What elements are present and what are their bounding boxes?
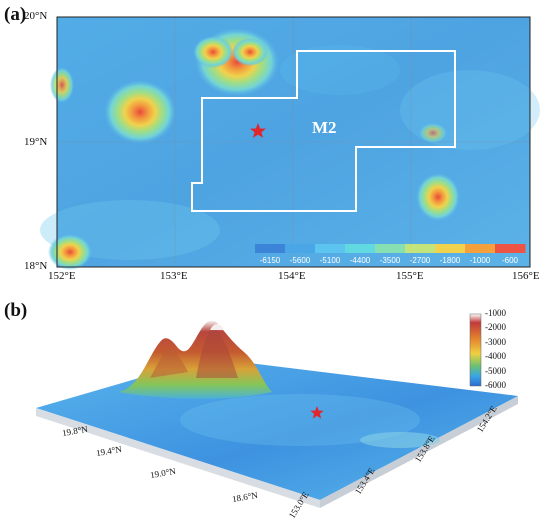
star-marker-a	[250, 123, 266, 138]
colorbar-b-tick-label: -3000	[485, 336, 506, 347]
colorbar-a-segment	[345, 244, 376, 253]
lon-tick-155e: 155°E	[396, 270, 424, 282]
colorbar-b-tick-label: -5000	[485, 365, 506, 376]
colorbar-a: -6150 -5600 -5100 -4400 -3500 -2700 -1800 -1000…	[255, 244, 526, 265]
seamount-southeast	[416, 173, 460, 221]
colorbar-a-tick-label: -1000	[470, 256, 491, 265]
colorbar-a-segment	[315, 244, 346, 253]
surface-front-right-wall	[320, 396, 518, 508]
colorbar-b	[469, 313, 482, 387]
surface-front-left-wall	[36, 408, 320, 508]
colorbar-b-tick-label: -1000	[485, 308, 506, 318]
colorbar-a-tick-label: -4400	[350, 256, 371, 265]
lat-tick-20n: 20°N	[24, 10, 48, 22]
colorbar-a-tick-label: -1800	[440, 256, 461, 265]
colorbar-a-segment	[375, 244, 406, 253]
colorbar-a-segment	[495, 244, 526, 253]
colorbar-a-tick-label: -6150	[260, 256, 281, 265]
panel-b-label: (b)	[4, 300, 28, 321]
colorbar-a-tick-label: -5100	[320, 256, 341, 265]
lon-tick-154e: 154°E	[278, 270, 306, 282]
colorbar-a-segment	[435, 244, 466, 253]
seamount-3d	[118, 320, 272, 399]
m2-area-outline	[191, 50, 456, 212]
lon-tick-156e: 156°E	[512, 270, 540, 282]
colorbar-a-tick-label: -3500	[380, 256, 401, 265]
lon-tick-153e: 153°E	[160, 270, 188, 282]
lat-tick-18n: 18°N	[24, 260, 48, 272]
colorbar-a-tick-label: -2700	[410, 256, 431, 265]
star-marker-b	[310, 406, 324, 419]
colorbar-a-segment	[285, 244, 316, 253]
colorbar-b-tick-label: -2000	[485, 322, 506, 333]
colorbar-b-tick-label: -4000	[485, 351, 506, 362]
seamount-southwest	[48, 234, 92, 270]
seamounts	[48, 28, 460, 270]
colorbar-a-segment	[255, 244, 286, 253]
colorbar-a-tick-label: -600	[502, 256, 519, 265]
colorbar-a-tick-label: -5600	[290, 256, 311, 265]
m2-region-label: M2	[312, 118, 337, 137]
seamount-west	[104, 80, 176, 144]
lat-tick-19n: 19°N	[24, 136, 48, 148]
colorbar-a-segment	[465, 244, 496, 253]
lon-tick-152e: 152°E	[48, 270, 76, 282]
colorbar-a-segment	[405, 244, 436, 253]
panel-a-label: (a)	[4, 4, 27, 25]
colorbar-b-tick-label: -6000	[485, 380, 506, 390]
